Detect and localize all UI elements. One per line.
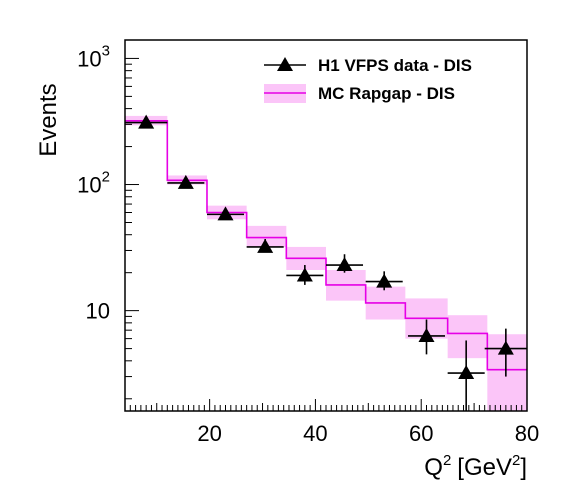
- mc-band-bin: [447, 315, 488, 359]
- x-tick-label: 80: [515, 421, 539, 446]
- legend: H1 VFPS data - DIS MC Rapgap - DIS: [264, 56, 472, 103]
- data-point: [336, 257, 353, 272]
- data-point: [138, 114, 155, 129]
- mc-histogram-layer: [125, 120, 527, 371]
- y-tick-label: 102: [77, 169, 110, 198]
- data-point: [458, 365, 475, 380]
- mc-step-line: [125, 120, 527, 371]
- x-axis-title: Q2 [GeV2]: [424, 452, 527, 481]
- tick-labels: 20 40 60 80 10 102 103: [77, 42, 539, 446]
- x-tick-label: 40: [303, 421, 327, 446]
- data-points-layer: [125, 114, 527, 411]
- x-tick-label: 60: [409, 421, 433, 446]
- mc-band-bin: [246, 225, 287, 247]
- y-tick-label: 103: [77, 42, 110, 71]
- x-tick-label: 20: [197, 421, 221, 446]
- data-point: [418, 327, 435, 342]
- data-point: [497, 340, 514, 355]
- data-point: [217, 206, 234, 221]
- data-point: [376, 273, 393, 288]
- legend-entry-data: H1 VFPS data - DIS: [264, 56, 472, 75]
- data-point: [177, 174, 194, 189]
- data-point: [257, 238, 274, 253]
- legend-entry-mc: MC Rapgap - DIS: [264, 84, 455, 103]
- y-tick-label: 10: [86, 299, 110, 324]
- legend-data-label: H1 VFPS data - DIS: [318, 56, 472, 75]
- legend-mc-label: MC Rapgap - DIS: [318, 84, 455, 103]
- axis-ticks: [124, 57, 528, 411]
- data-point: [296, 267, 313, 282]
- y-axis-title: Events: [35, 83, 62, 156]
- legend-data-marker: [277, 57, 293, 71]
